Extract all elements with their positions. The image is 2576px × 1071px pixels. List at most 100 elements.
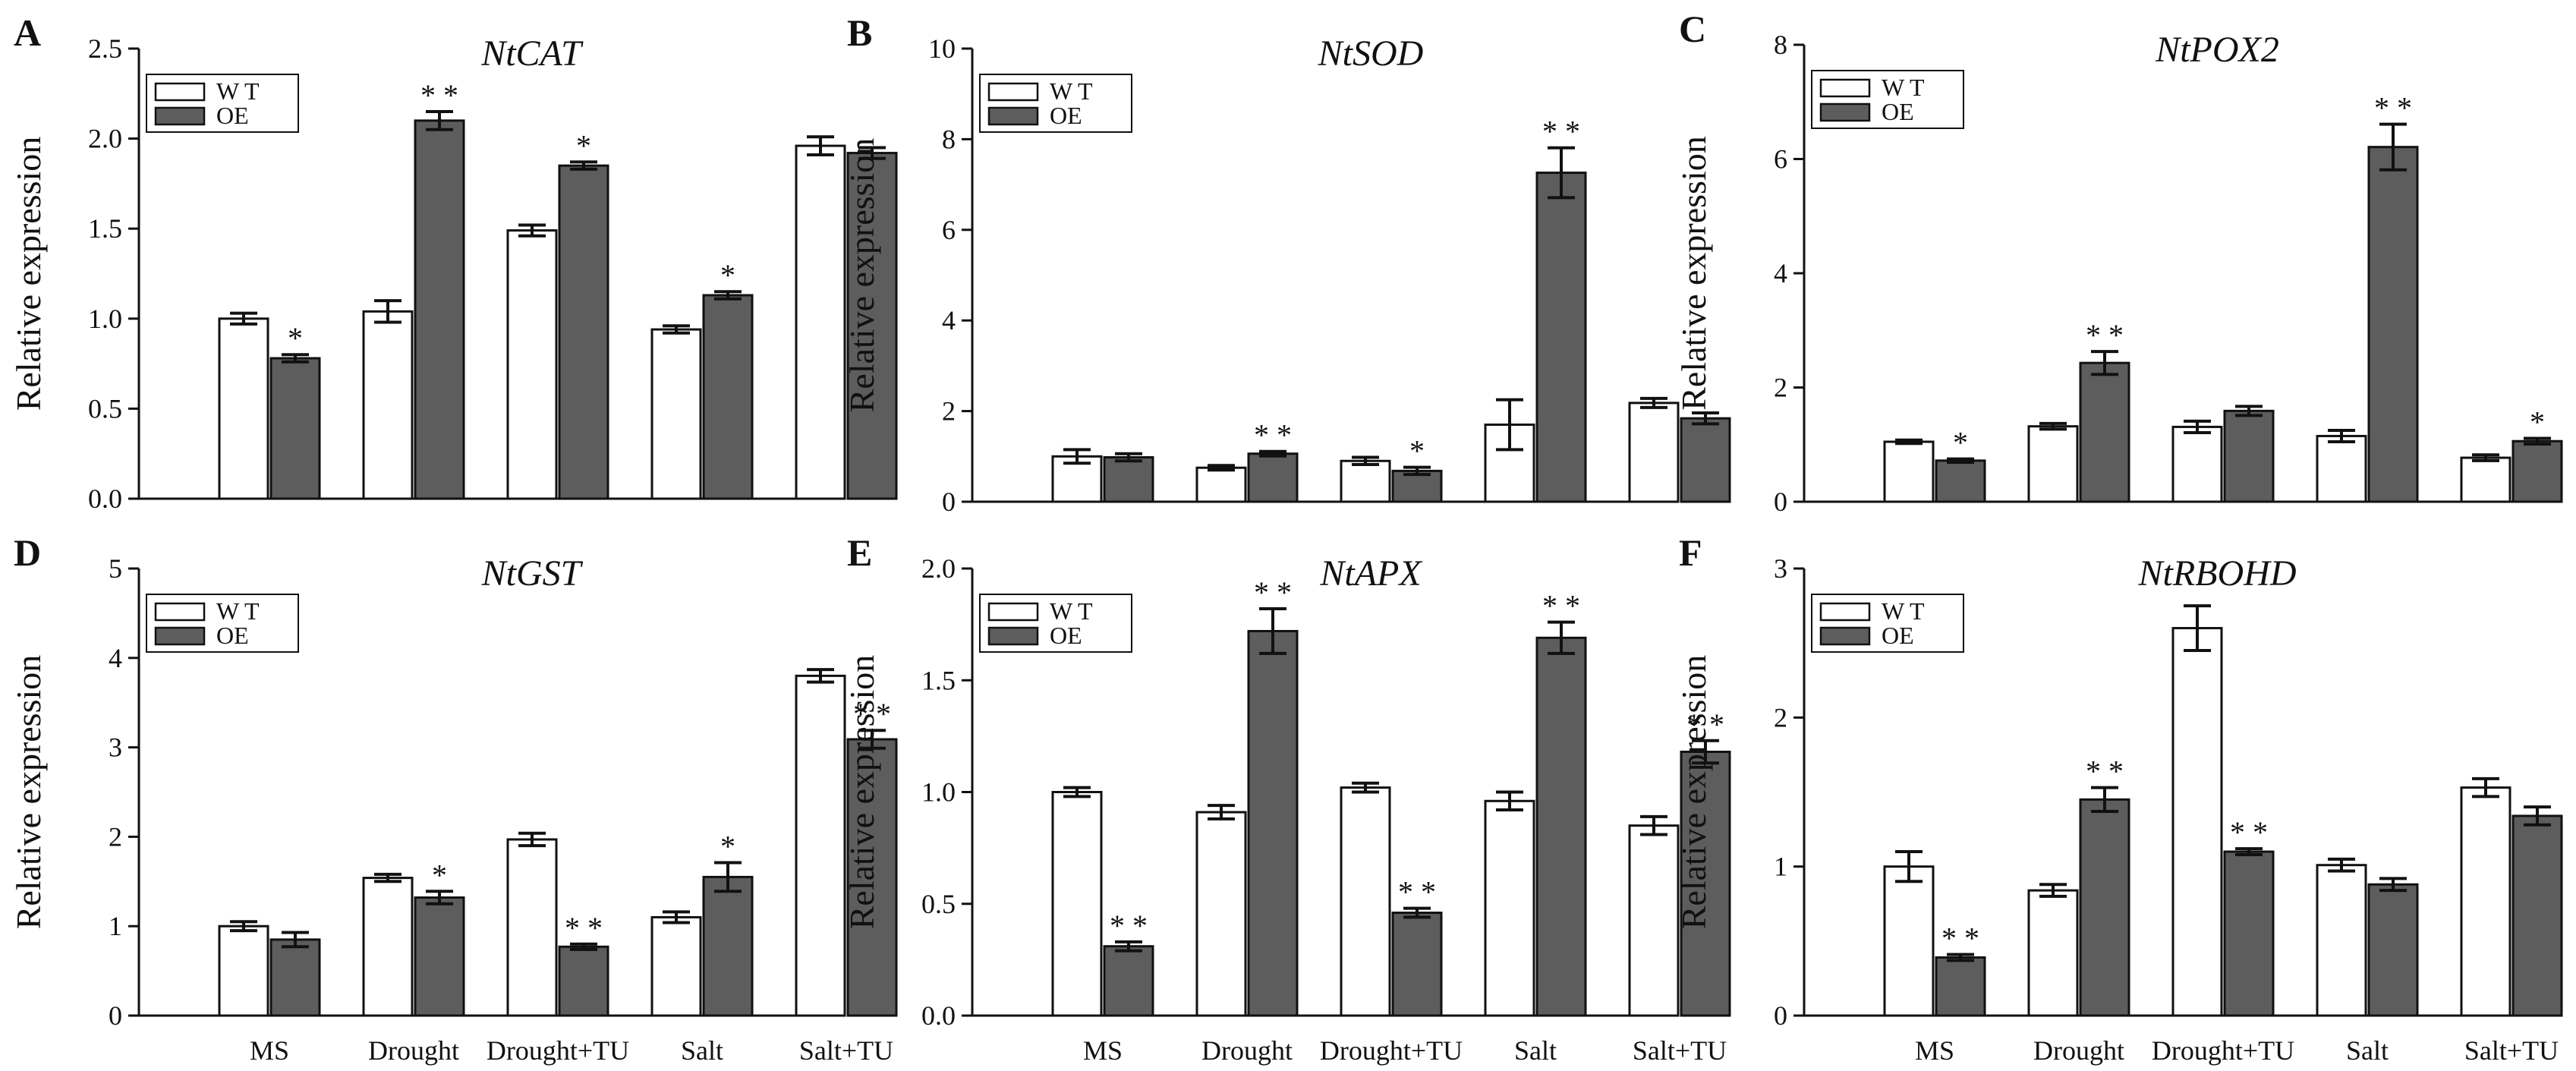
y-tick-label: 0.0 — [921, 1000, 956, 1031]
bar-wt — [1883, 865, 1935, 1017]
x-tick-label: Salt+TU — [799, 1035, 893, 1066]
bar-oe — [2367, 146, 2419, 503]
significance-marker: * * — [2374, 91, 2412, 125]
significance-marker: * — [720, 258, 735, 292]
bar-wt — [218, 317, 269, 500]
bar-oe — [1247, 629, 1299, 1017]
bar-oe — [1103, 945, 1154, 1017]
bar-wt — [1628, 824, 1680, 1017]
y-tick-label: 3 — [1774, 553, 1787, 584]
bar-oe — [702, 875, 754, 1017]
y-tick-label: 2 — [1774, 373, 1787, 403]
bar-oe — [269, 357, 321, 500]
x-tick-label: Drought+TU — [487, 1035, 629, 1066]
y-tick-label: 0 — [942, 487, 956, 517]
bar-oe — [1935, 459, 1986, 503]
y-tick-label: 1.0 — [88, 304, 122, 334]
y-tick-label: 2 — [942, 396, 956, 427]
legend-swatch-oe — [987, 626, 1039, 646]
bar-wt — [218, 925, 269, 1017]
panel-b: 0 2 4 6 8 10 Relative expression B NtSOD W TOE * *… — [842, 11, 1731, 517]
y-tick-label: 0 — [1774, 487, 1787, 517]
y-tick-label: 0.5 — [88, 393, 122, 424]
legend-label-wt: W T — [1050, 77, 1093, 105]
bar-wt — [1195, 466, 1247, 503]
bar-wt — [1484, 799, 1535, 1017]
legend-swatch-wt — [987, 602, 1039, 622]
panel-letter: B — [847, 11, 872, 54]
legend-swatch-wt — [987, 82, 1039, 102]
bar-wt — [1883, 440, 1935, 503]
x-tick-label: Salt+TU — [1633, 1035, 1727, 1066]
y-axis-label: Relative expression — [842, 655, 881, 930]
significance-marker: * * — [1941, 921, 1979, 956]
legend-swatch-wt — [154, 602, 206, 622]
y-tick-label: 2.0 — [921, 553, 956, 584]
bar-oe — [414, 119, 465, 500]
y-tick-label: 2 — [109, 821, 122, 852]
bar-wt — [2171, 425, 2223, 503]
panel-d: 0 1 2 3 4 5 Relative expression D NtGST W TOE MS * D… — [9, 531, 898, 1066]
bar-wt — [2171, 627, 2223, 1017]
y-tick-label: 5 — [109, 553, 122, 584]
y-tick-label: 3 — [109, 732, 122, 763]
y-tick-label: 10 — [928, 33, 956, 64]
panel-title: NtSOD — [1318, 33, 1424, 74]
bar-wt — [1340, 459, 1391, 503]
x-tick-label: Salt — [1514, 1035, 1557, 1066]
significance-marker: * * — [1542, 589, 1580, 623]
legend-swatch-wt — [1819, 78, 1871, 98]
bar-wt — [1195, 811, 1247, 1017]
y-tick-label: 2.5 — [88, 33, 122, 64]
significance-marker: * — [1409, 434, 1425, 468]
significance-marker: * * — [2086, 754, 2124, 789]
panel-f: 0 1 2 3 Relative expression F NtRBOHD W TOE * * M… — [1674, 531, 2563, 1066]
bar-oe — [1680, 750, 1731, 1017]
significance-marker: * * — [1110, 909, 1148, 943]
y-axis-label: Relative expression — [9, 655, 48, 930]
bar-wt — [2027, 889, 2079, 1017]
y-tick-label: 4 — [109, 643, 122, 673]
significance-marker: * * — [1686, 707, 1724, 742]
panel-letter: C — [1679, 8, 1706, 50]
y-tick-label: 4 — [942, 305, 956, 335]
legend-label-oe: OE — [1050, 622, 1082, 649]
y-axis-label: Relative expression — [1674, 136, 1713, 411]
significance-marker: * * — [1254, 418, 1292, 452]
bar-wt — [2316, 864, 2367, 1017]
bar-oe — [1680, 417, 1731, 503]
bar-oe — [2223, 850, 2275, 1017]
bar-oe — [1535, 172, 1587, 503]
panel-title: NtPOX2 — [2155, 30, 2279, 70]
bar-wt — [506, 838, 558, 1017]
significance-marker: * — [288, 321, 303, 355]
x-tick-label: Drought — [2033, 1035, 2124, 1066]
y-tick-label: 6 — [942, 215, 956, 245]
x-tick-label: MS — [1083, 1035, 1123, 1066]
bar-oe — [1391, 912, 1443, 1017]
significance-marker: * * — [1398, 875, 1436, 909]
bar-oe — [558, 945, 609, 1017]
legend-swatch-oe — [154, 106, 206, 126]
bar-wt — [506, 229, 558, 500]
legend-swatch-wt — [154, 82, 206, 102]
bar-wt — [650, 915, 702, 1017]
bar-oe — [846, 152, 898, 500]
significance-marker: * — [576, 128, 591, 162]
significance-marker: * * — [2086, 318, 2124, 352]
y-tick-label: 1.5 — [88, 213, 122, 244]
y-tick-label: 0.0 — [88, 484, 122, 514]
legend-label-oe: OE — [1882, 98, 1914, 125]
bar-oe — [2079, 361, 2130, 503]
y-tick-label: 2 — [1774, 702, 1787, 732]
panel-title: NtCAT — [480, 33, 584, 74]
legend-swatch-wt — [1819, 602, 1871, 622]
panel-letter: F — [1679, 531, 1702, 574]
x-tick-label: Drought+TU — [2152, 1035, 2294, 1066]
bar-oe — [1103, 455, 1154, 503]
panel-title: NtGST — [481, 553, 584, 594]
panel-title: NtAPX — [1319, 553, 1422, 594]
significance-marker: * — [720, 830, 735, 864]
significance-marker: * — [2530, 405, 2545, 439]
panel-title: NtRBOHD — [2138, 553, 2297, 594]
